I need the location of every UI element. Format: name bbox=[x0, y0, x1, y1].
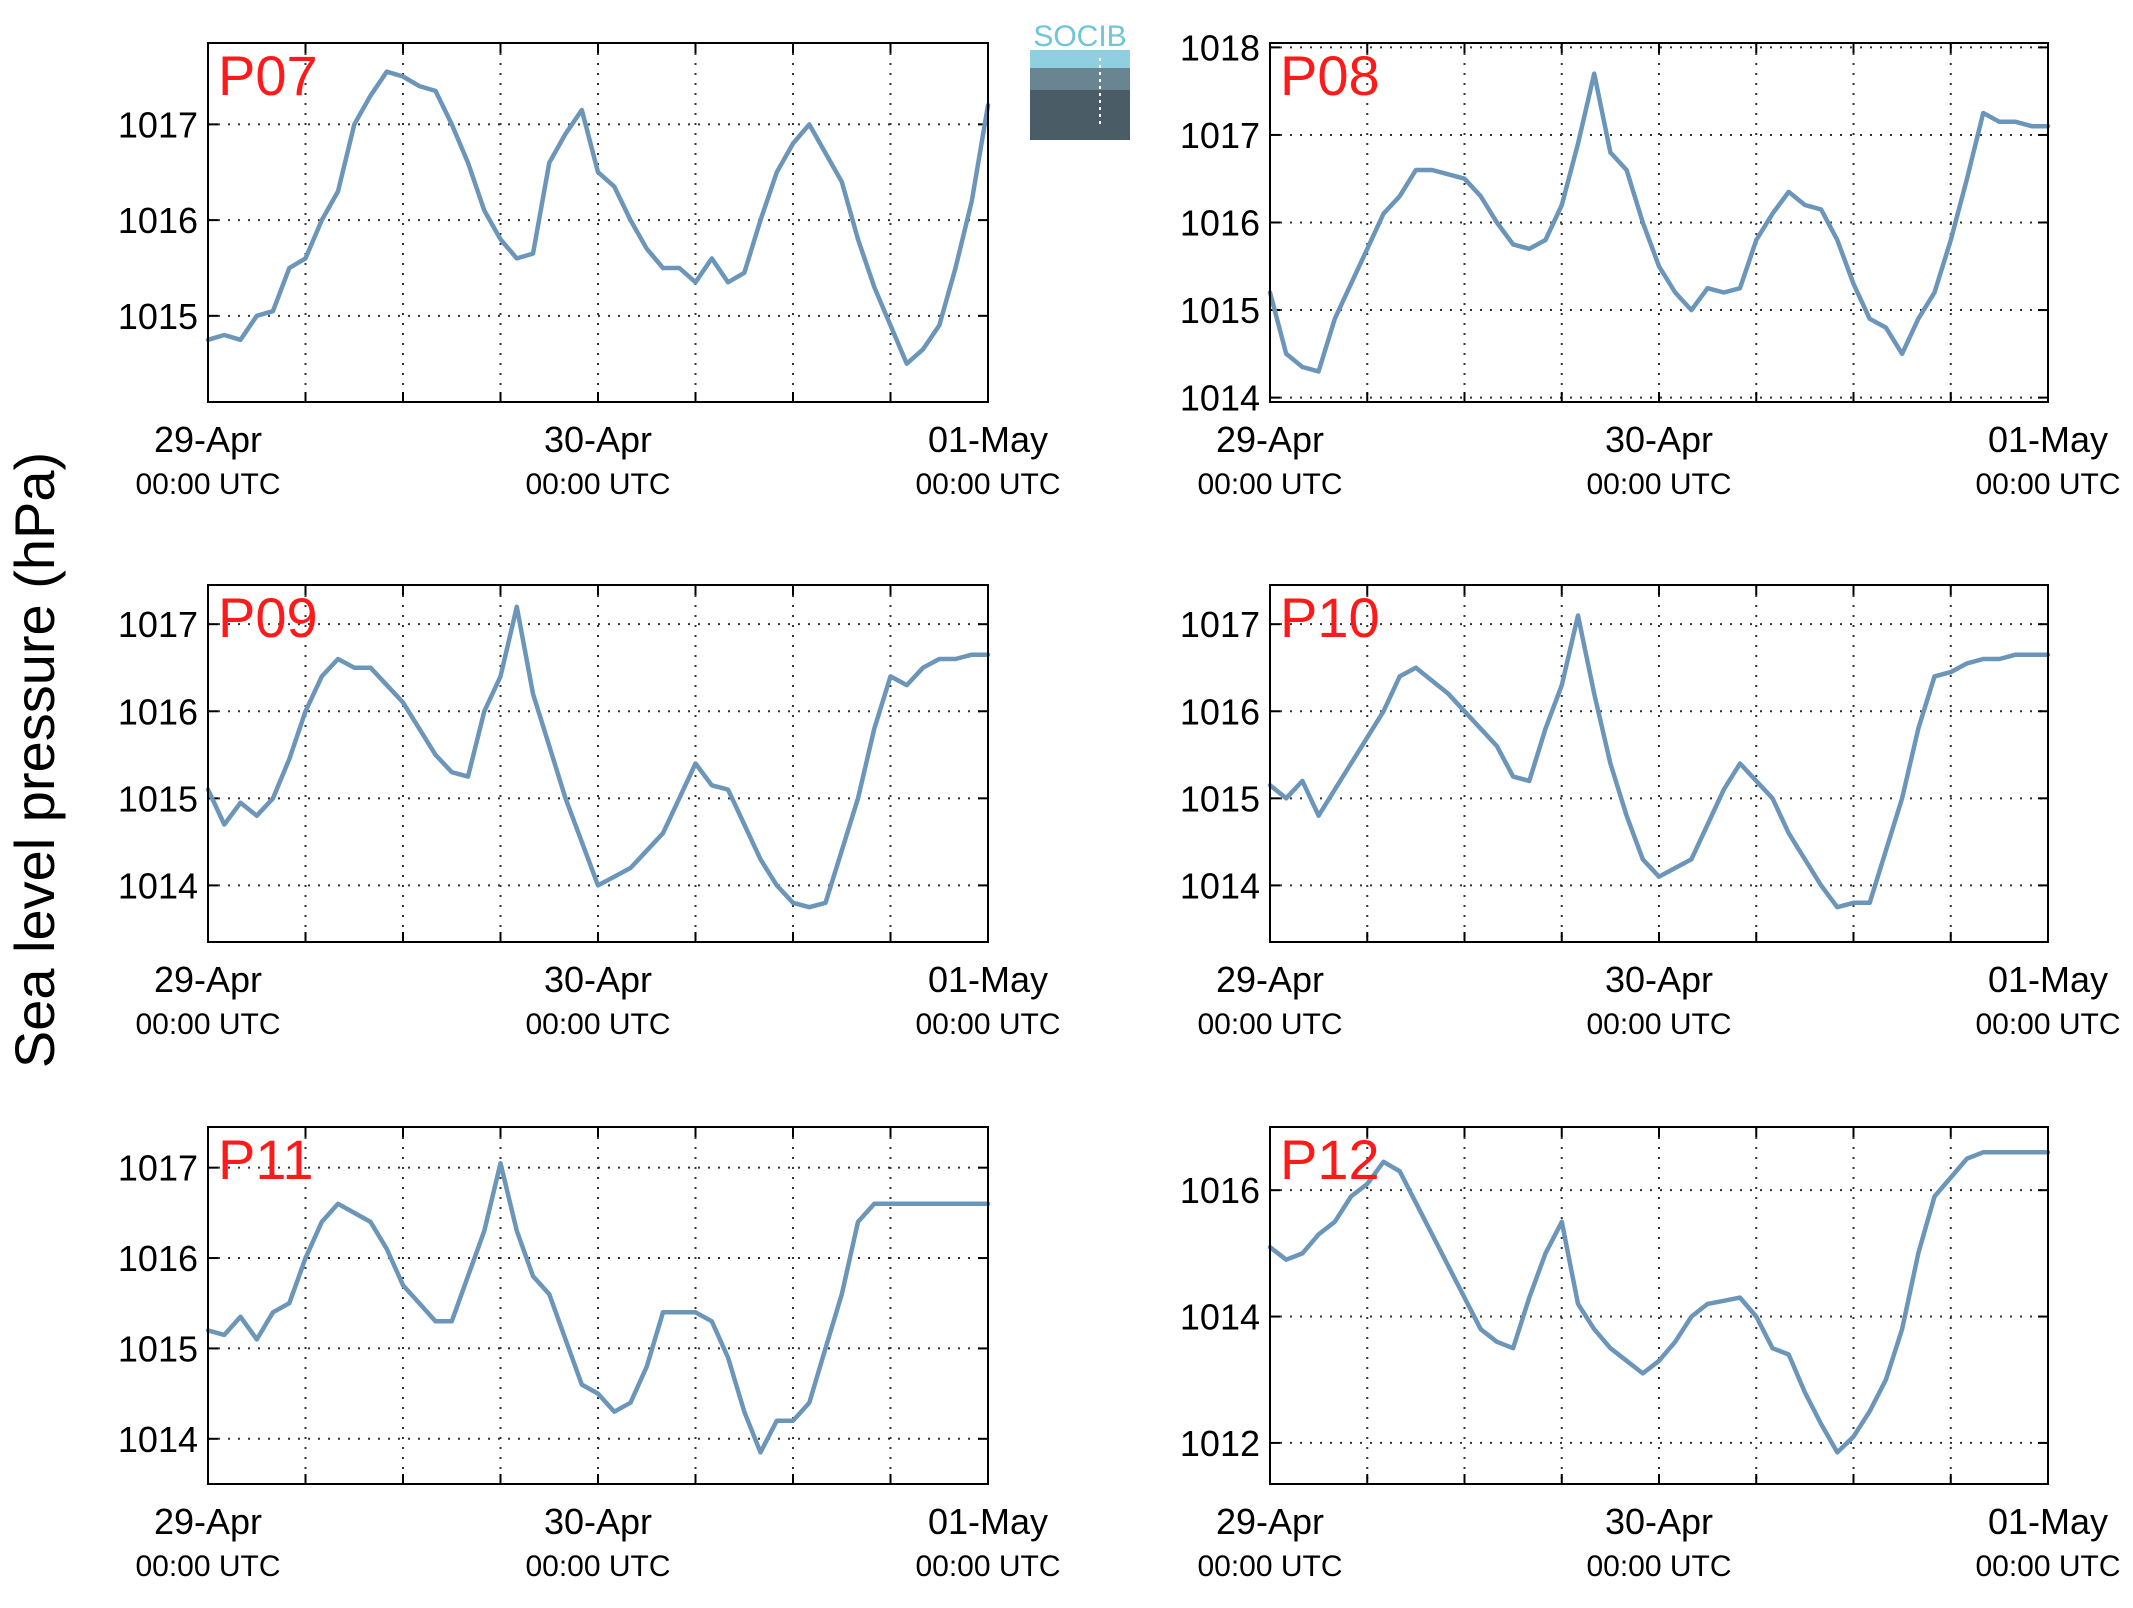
plot-frame bbox=[1269, 1126, 2049, 1485]
panel-label: P07 bbox=[218, 44, 318, 107]
y-tick-label: 1014 bbox=[1180, 378, 1260, 419]
x-tick-label: 30-Apr bbox=[1605, 1501, 1713, 1542]
x-tick-sublabel: 00:00 UTC bbox=[135, 1008, 280, 1041]
series-line-p09 bbox=[205, 604, 991, 910]
y-tick-label: 1015 bbox=[118, 778, 198, 819]
panel-label: P11 bbox=[218, 1128, 313, 1191]
y-tick-label: 1014 bbox=[118, 1419, 198, 1460]
panel-p10: 1014 1015 1016 1017 P10 29-Apr 00:00 UTC 30-Apr… bbox=[1180, 584, 2121, 1041]
x-tick-sublabel: 00:00 UTC bbox=[915, 1550, 1060, 1583]
panel-label: P08 bbox=[1280, 44, 1380, 107]
y-tick-label: 1014 bbox=[1180, 1297, 1260, 1338]
x-tick-sublabel: 00:00 UTC bbox=[1586, 468, 1731, 501]
series-line-p07 bbox=[205, 69, 991, 366]
series-line-p10 bbox=[1267, 613, 2051, 910]
y-tick-label: 1015 bbox=[118, 296, 198, 337]
panel-p07: 1015 1016 1017 P07 29-Apr 00:00 UTC 30-Apr 00:0… bbox=[118, 42, 1061, 501]
x-tick-label: 29-Apr bbox=[154, 419, 262, 460]
x-tick-sublabel: 00:00 UTC bbox=[915, 1008, 1060, 1041]
y-tick-label: 1018 bbox=[1180, 27, 1260, 68]
x-tick-label: 01-May bbox=[928, 959, 1048, 1000]
x-tick-label: 01-May bbox=[1988, 959, 2108, 1000]
x-tick-label: 29-Apr bbox=[1216, 419, 1324, 460]
y-tick-label: 1014 bbox=[1180, 865, 1260, 906]
panel-p12: 1012 1014 1016 P12 29-Apr 00:00 UTC 30-Apr 00:0… bbox=[1180, 1126, 2121, 1583]
x-tick-label: 29-Apr bbox=[1216, 1501, 1324, 1542]
y-tick-label: 1017 bbox=[118, 1148, 198, 1189]
panel-label: P10 bbox=[1280, 586, 1380, 649]
x-tick-sublabel: 00:00 UTC bbox=[525, 1008, 670, 1041]
x-tick-label: 30-Apr bbox=[1605, 959, 1713, 1000]
y-axis-label: Sea level pressure (hPa) bbox=[3, 452, 66, 1068]
y-tick-label: 1017 bbox=[118, 604, 198, 645]
x-tick-sublabel: 00:00 UTC bbox=[135, 468, 280, 501]
x-tick-label: 01-May bbox=[1988, 419, 2108, 460]
plot-frame bbox=[1269, 42, 2049, 403]
y-tick-label: 1016 bbox=[118, 691, 198, 732]
x-tick-sublabel: 00:00 UTC bbox=[915, 468, 1060, 501]
plot-frame bbox=[207, 1126, 989, 1485]
x-tick-sublabel: 00:00 UTC bbox=[1586, 1008, 1731, 1041]
x-tick-sublabel: 00:00 UTC bbox=[525, 1550, 670, 1583]
x-tick-label: 29-Apr bbox=[154, 959, 262, 1000]
x-tick-label: 01-May bbox=[1988, 1501, 2108, 1542]
x-tick-sublabel: 00:00 UTC bbox=[1197, 1550, 1342, 1583]
y-tick-label: 1016 bbox=[118, 200, 198, 241]
x-tick-sublabel: 00:00 UTC bbox=[135, 1550, 280, 1583]
socib-logo: SOCIB bbox=[1030, 20, 1130, 140]
y-tick-label: 1016 bbox=[1180, 203, 1260, 244]
plot-frame bbox=[207, 42, 989, 403]
x-tick-label: 29-Apr bbox=[154, 1501, 262, 1542]
series-line-p12 bbox=[1267, 1150, 2051, 1455]
x-tick-sublabel: 00:00 UTC bbox=[1975, 1008, 2120, 1041]
y-tick-label: 1012 bbox=[1180, 1423, 1260, 1464]
x-tick-label: 30-Apr bbox=[1605, 419, 1713, 460]
panel-p08: 1014 1015 1016 1017 1018 P08 29-Apr 00:00 UTC 30… bbox=[1180, 27, 2121, 501]
x-tick-sublabel: 00:00 UTC bbox=[1975, 468, 2120, 501]
panel-label: P12 bbox=[1280, 1128, 1380, 1191]
series-line-p08 bbox=[1267, 71, 2051, 374]
y-tick-label: 1017 bbox=[1180, 604, 1260, 645]
x-tick-sublabel: 00:00 UTC bbox=[1586, 1550, 1731, 1583]
y-tick-label: 1016 bbox=[1180, 691, 1260, 732]
panel-label: P09 bbox=[218, 586, 318, 649]
panel-p09: 1014 1015 1016 1017 P09 29-Apr 00:00 UTC 30-Apr… bbox=[118, 584, 1061, 1041]
y-tick-label: 1017 bbox=[118, 104, 198, 145]
y-tick-label: 1015 bbox=[1180, 778, 1260, 819]
plot-frame bbox=[207, 584, 989, 943]
x-tick-label: 30-Apr bbox=[544, 959, 652, 1000]
series-line-p11 bbox=[205, 1160, 991, 1455]
y-tick-label: 1015 bbox=[1180, 290, 1260, 331]
y-tick-label: 1014 bbox=[118, 865, 198, 906]
x-tick-sublabel: 00:00 UTC bbox=[1975, 1550, 2120, 1583]
x-tick-label: 29-Apr bbox=[1216, 959, 1324, 1000]
y-tick-label: 1015 bbox=[118, 1328, 198, 1369]
y-tick-label: 1017 bbox=[1180, 115, 1260, 156]
y-tick-label: 1016 bbox=[1180, 1170, 1260, 1211]
x-tick-sublabel: 00:00 UTC bbox=[1197, 1008, 1342, 1041]
x-tick-sublabel: 00:00 UTC bbox=[525, 468, 670, 501]
socib-logo-text: SOCIB bbox=[1033, 20, 1126, 53]
x-tick-label: 01-May bbox=[928, 1501, 1048, 1542]
x-tick-sublabel: 00:00 UTC bbox=[1197, 468, 1342, 501]
y-tick-label: 1016 bbox=[118, 1238, 198, 1279]
x-tick-label: 30-Apr bbox=[544, 419, 652, 460]
x-tick-label: 30-Apr bbox=[544, 1501, 652, 1542]
panel-p11: 1014 1015 1016 1017 P11 29-Apr 00:00 UTC 30-Apr… bbox=[118, 1126, 1061, 1583]
x-tick-label: 01-May bbox=[928, 419, 1048, 460]
plot-frame bbox=[1269, 584, 2049, 943]
